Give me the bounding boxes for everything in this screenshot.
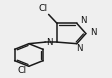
Text: N: N [89,28,96,37]
Text: N: N [80,16,86,25]
Text: Cl: Cl [17,66,26,75]
Text: N: N [46,38,53,47]
Text: N: N [75,44,82,53]
Text: Cl: Cl [38,4,47,13]
